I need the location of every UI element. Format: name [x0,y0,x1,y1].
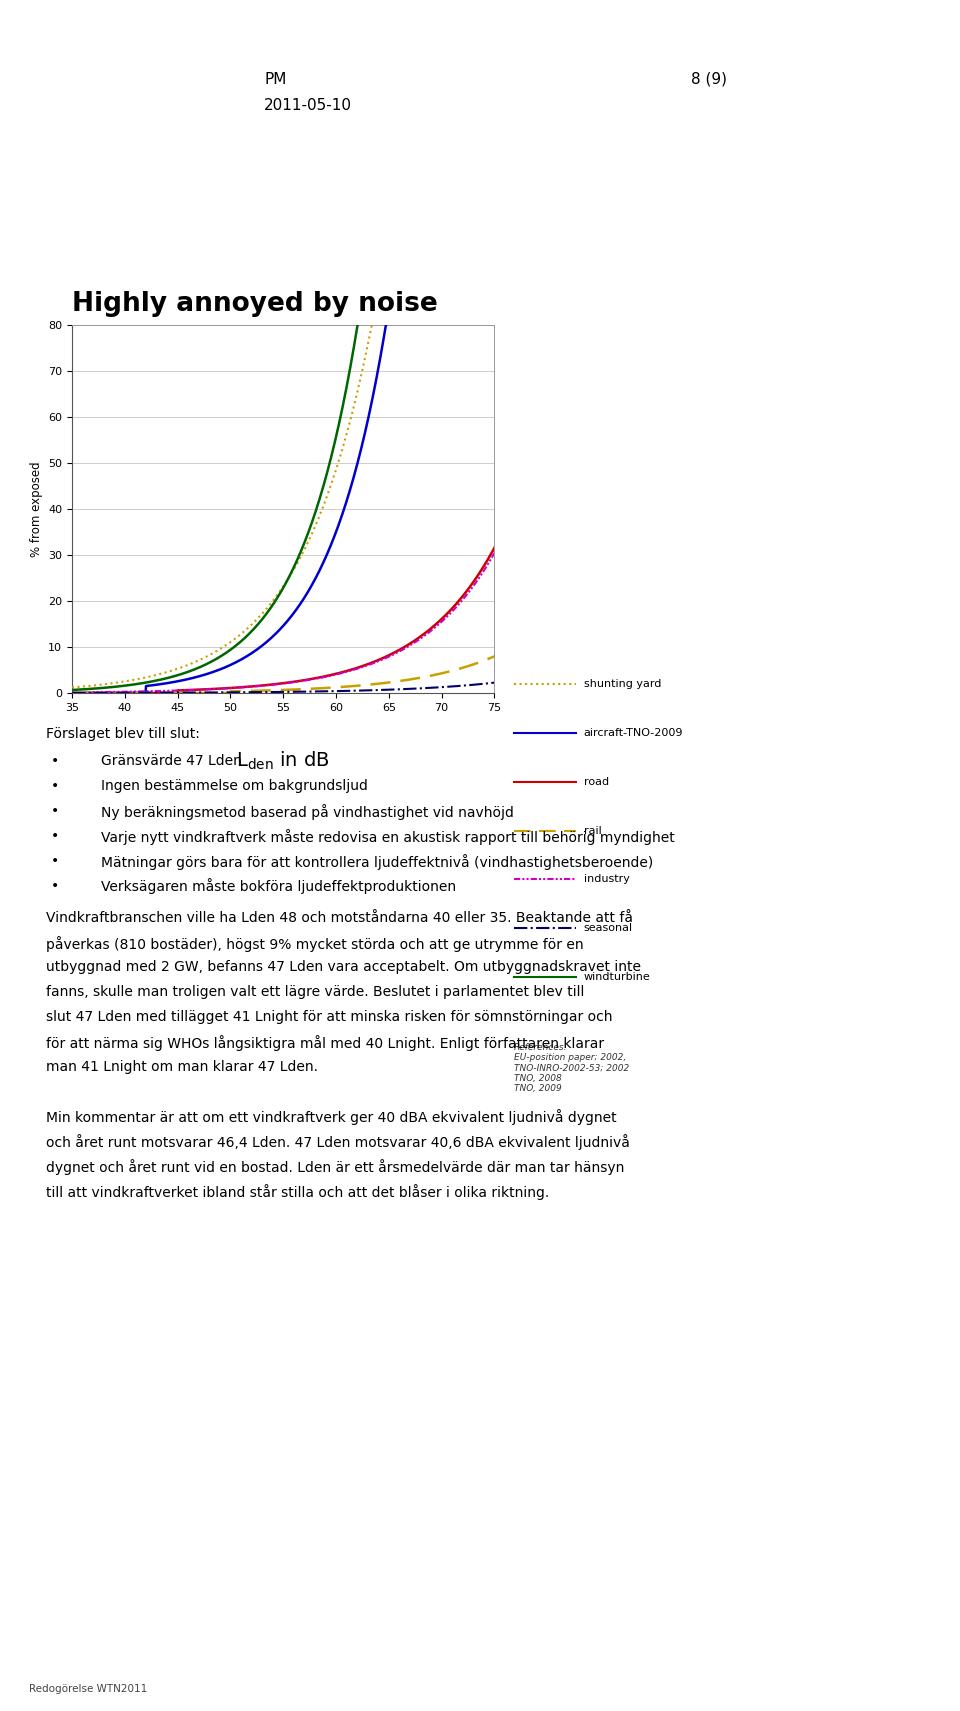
Text: shunting yard: shunting yard [584,679,661,690]
Text: 2011-05-10: 2011-05-10 [264,98,352,113]
Text: fanns, skulle man troligen valt ett lägre värde. Beslutet i parlamentet blev til: fanns, skulle man troligen valt ett lägr… [46,986,585,999]
Text: och året runt motsvarar 46,4 Lden. 47 Lden motsvarar 40,6 dBA ekvivalent ljudniv: och året runt motsvarar 46,4 Lden. 47 Ld… [46,1134,630,1150]
Y-axis label: % from exposed: % from exposed [30,462,42,556]
Text: $\mathregular{L_{den}}$ in dB: $\mathregular{L_{den}}$ in dB [236,749,330,772]
Text: Min kommentar är att om ett vindkraftverk ger 40 dBA ekvivalent ljudnivå dygnet: Min kommentar är att om ett vindkraftver… [46,1109,616,1126]
Text: •: • [51,878,60,893]
Text: Gränsvärde 47 Lden: Gränsvärde 47 Lden [101,755,242,768]
Text: Förslaget blev till slut:: Förslaget blev till slut: [46,727,200,741]
Text: •: • [51,755,60,768]
Text: windturbine: windturbine [584,972,651,982]
Text: slut 47 Lden med tillägget 41 Lnight för att minska risken för sömnstörningar oc: slut 47 Lden med tillägget 41 Lnight för… [46,1009,612,1023]
Text: •: • [51,804,60,818]
Text: Vindkraftbranschen ville ha Lden 48 och motståndarna 40 eller 35. Beaktande att : Vindkraftbranschen ville ha Lden 48 och … [46,910,633,924]
Text: References:
EU-position paper; 2002,
TNO-INRO-2002-53; 2002
TNO, 2008
TNO, 2009: References: EU-position paper; 2002, TNO… [514,1044,629,1093]
Text: Ny beräkningsmetod baserad på vindhastighet vid navhöjd: Ny beräkningsmetod baserad på vindhastig… [101,804,514,820]
Text: Mätningar görs bara för att kontrollera ljudeffektnivå (vindhastighetsberoende): Mätningar görs bara för att kontrollera … [101,854,653,869]
Text: 8 (9): 8 (9) [691,72,728,87]
Text: utbyggnad med 2 GW, befanns 47 Lden vara acceptabelt. Om utbyggnadskravet inte: utbyggnad med 2 GW, befanns 47 Lden vara… [46,960,641,974]
Text: PM: PM [264,72,286,87]
Text: Verksägaren måste bokföra ljudeffektproduktionen: Verksägaren måste bokföra ljudeffektprod… [101,878,456,895]
Text: road: road [584,777,609,787]
Text: Redogörelse WTN2011: Redogörelse WTN2011 [29,1684,147,1694]
Text: seasonal: seasonal [584,924,633,932]
Text: Ingen bestämmelse om bakgrundsljud: Ingen bestämmelse om bakgrundsljud [101,779,368,794]
Text: aircraft-TNO-2009: aircraft-TNO-2009 [584,729,684,737]
Text: industry: industry [584,874,630,885]
Text: •: • [51,828,60,844]
Text: Highly annoyed by noise: Highly annoyed by noise [72,291,438,317]
Text: •: • [51,854,60,867]
Text: Varje nytt vindkraftverk måste redovisa en akustisk rapport till behörig myndigh: Varje nytt vindkraftverk måste redovisa … [101,828,675,845]
Text: dygnet och året runt vid en bostad. Lden är ett årsmedelvärde där man tar hänsyn: dygnet och året runt vid en bostad. Lden… [46,1158,624,1175]
Text: påverkas (810 bostäder), högst 9% mycket störda och att ge utrymme för en: påverkas (810 bostäder), högst 9% mycket… [46,936,584,951]
Text: till att vindkraftverket ibland står stilla och att det blåser i olika riktning.: till att vindkraftverket ibland står sti… [46,1184,549,1199]
Text: man 41 Lnight om man klarar 47 Lden.: man 41 Lnight om man klarar 47 Lden. [46,1059,318,1073]
Text: för att närma sig WHOs långsiktigra mål med 40 Lnight. Enligt författaren klarar: för att närma sig WHOs långsiktigra mål … [46,1035,604,1051]
Text: •: • [51,779,60,794]
Text: rail: rail [584,826,601,835]
